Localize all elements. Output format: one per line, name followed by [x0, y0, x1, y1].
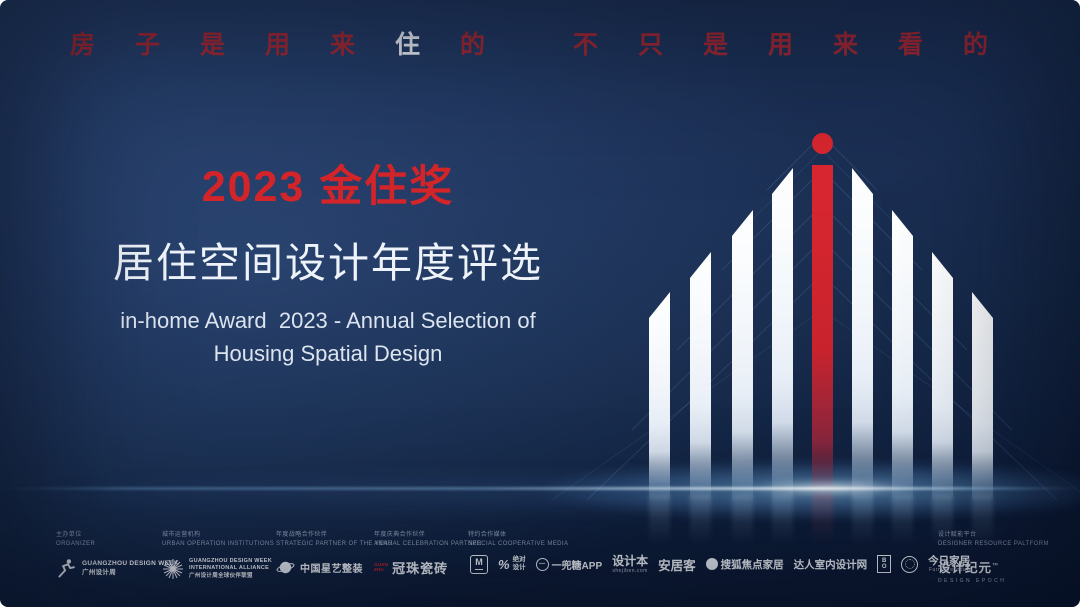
horizon-bright-core — [745, 482, 915, 494]
circular-seal-logo — [901, 555, 919, 573]
design-epoch-sub: DESIGN EPOCH — [938, 578, 1007, 584]
bo-letter-b: B — [881, 557, 887, 564]
footer-group-alliance: 城市运营机构 URBAN OPERATION INSTITUTIONS GUAN… — [162, 531, 274, 580]
title-block: 2023 金住奖 居住空间设计年度评选 in-home Award 2023 -… — [88, 152, 568, 370]
horizon-line — [0, 487, 1080, 490]
award-en-line2: Housing Spatial Design — [213, 341, 443, 366]
footer-group-media: 特约合作媒体 SPECIAL COOPERATIVE MEDIA — [468, 531, 568, 549]
guanzhu-mark-bottom: ZHU — [374, 566, 384, 572]
red-i-bar — [812, 165, 833, 500]
award-year-title: 2023 金住奖 — [201, 163, 455, 211]
furniture-today-en: FurnitureToday — [928, 567, 970, 574]
sohu-name: 搜狐焦点家居 — [720, 558, 784, 571]
celebration-partner-name: 冠珠瓷砖 — [392, 561, 449, 576]
shejiben-domain: shejiben.com — [612, 568, 648, 575]
label-epoch-cn: 设计赋能平台 — [938, 532, 977, 538]
ringed-planet-icon — [276, 561, 295, 574]
sohu-focus-home-logo: 搜狐焦点家居 — [705, 557, 784, 572]
top-slogan: 房子是用来住的 不只是用来看的 — [70, 33, 1028, 58]
building-bar — [772, 168, 793, 502]
shejiben-logo: 设计本 shejiben.com — [612, 554, 648, 574]
shejiben-name: 设计本 — [612, 554, 649, 568]
footer-group-strategic-partner: 年度战略合作伙伴 STRATEGIC PARTNER OF THE YEAR 中… — [276, 531, 393, 577]
sohu-fox-icon — [705, 558, 718, 571]
guanzhu-monogram: GUAN ZHU — [374, 561, 389, 573]
label-celebration-en: ANNUAL CELEBRATION PARTNER — [374, 541, 482, 547]
label-organizer-cn: 主办单位 — [56, 532, 82, 538]
bo-letter-o: O — [881, 564, 887, 571]
organizer-name-en: GUANGZHOU DESIGN WEEK — [82, 559, 179, 567]
alliance-line1: GUANGZHOU DESIGN WEEK — [189, 558, 272, 564]
slogan-part1: 房子是用来住的 — [70, 33, 525, 58]
label-alliance-cn: 城市运营机构 — [162, 532, 201, 538]
daren-design-logo: 达人室内设计网 — [793, 558, 868, 571]
runner-icon — [58, 559, 75, 578]
footer-group-organizer: 主办单位 ORGANIZER GUANGZHOU DESIGN WEEK 广州设… — [56, 531, 179, 579]
yidoutang-ring-icon: — — [535, 557, 549, 571]
trademark-symbol: ™ — [992, 562, 1000, 569]
media-logos-row: M % 绝对 设计 — 一兜糖APP 设计本 shejiben.com 安居客 搜… — [470, 554, 970, 574]
juedui-line2: 设计 — [512, 564, 526, 572]
juedui-design-logo: % 绝对 设计 — [498, 556, 526, 572]
building-bar — [892, 210, 913, 502]
guanzhu-mark-top: GUAN — [374, 561, 389, 567]
bo-badge-logo: B O — [877, 555, 892, 574]
label-media-cn: 特约合作媒体 — [468, 532, 507, 538]
slogan-part1-post: 的 — [460, 31, 526, 59]
furniture-today-cn: 今日家居 — [928, 554, 971, 567]
slogan-part1-pre: 房子是用来 — [70, 31, 396, 59]
label-alliance-en: URBAN OPERATION INSTITUTIONS — [162, 541, 275, 547]
m-badge-logo: M — [470, 554, 488, 574]
footer-group-design-epoch: 设计赋能平台 DESIGNER RESOURCE PALTFORM 设计纪元™ … — [938, 531, 1049, 584]
furniture-today-logo: 今日家居 FurnitureToday — [928, 555, 970, 574]
yidoutang-logo: — 一兜糖APP — [535, 557, 603, 572]
label-epoch-en: DESIGNER RESOURCE PALTFORM — [938, 541, 1049, 547]
building-bar — [732, 210, 753, 502]
award-en-subtitle: in-home Award 2023 - Annual Selection of… — [88, 304, 568, 370]
alliance-line3: 广州设计周全球伙伴联盟 — [189, 572, 253, 579]
slogan-highlight: 住 — [395, 31, 461, 59]
label-organizer-en: ORGANIZER — [56, 541, 96, 547]
yidoutang-name: 一兜糖APP — [551, 560, 603, 572]
starburst-icon — [163, 559, 183, 580]
alliance-line2: INTERNATIONAL ALLIANCE — [189, 565, 270, 572]
award-cn-subtitle: 居住空间设计年度评选 — [113, 240, 543, 286]
label-strategic-en: STRATEGIC PARTNER OF THE YEAR — [276, 541, 393, 547]
building-bar — [852, 168, 873, 502]
percent-icon: % — [498, 556, 510, 572]
award-en-line1: in-home Award 2023 - Annual Selection of — [120, 308, 536, 333]
label-celebration-cn: 年度庆典合作伙伴 — [374, 532, 426, 538]
m-badge-letter: M — [475, 557, 483, 568]
label-strategic-cn: 年度战略合作伙伴 — [276, 532, 328, 538]
slogan-part2: 不只是用来看的 — [572, 31, 1028, 59]
anjuke-logo: 安居客 — [658, 558, 696, 573]
chevron-lines — [551, 134, 1080, 500]
red-i-dot — [812, 133, 833, 154]
design-epoch-name: 设计纪元™ — [938, 561, 1000, 575]
footer-group-celebration-partner: 年度庆典合作伙伴 ANNUAL CELEBRATION PARTNER GUAN… — [374, 531, 482, 577]
juedui-line1: 绝对 — [512, 556, 526, 564]
organizer-name-cn: 广州设计周 — [82, 568, 116, 576]
label-media-en: SPECIAL COOPERATIVE MEDIA — [468, 541, 569, 547]
strategic-partner-name: 中国星艺整装 — [300, 564, 363, 575]
